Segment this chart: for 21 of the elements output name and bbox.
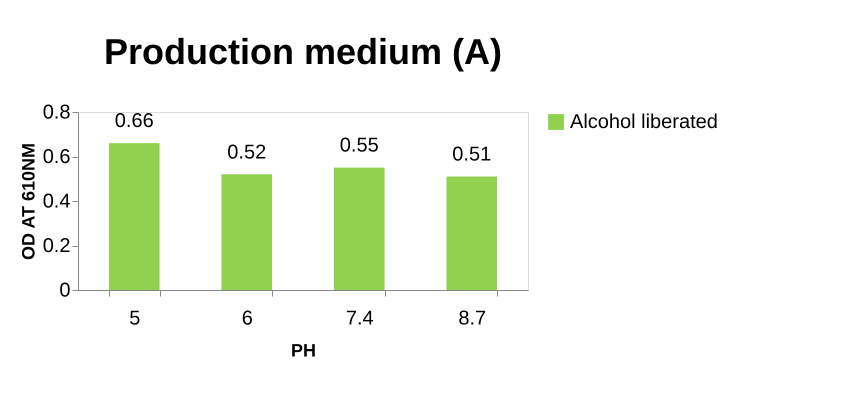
x-tick-label: 6: [242, 308, 253, 330]
y-tick-label: 0.6: [42, 146, 70, 168]
x-tick-label: 7.4: [346, 308, 374, 330]
chart-title: Production medium (A): [104, 31, 502, 72]
x-tick-label: 5: [129, 308, 140, 330]
bar: [108, 143, 160, 290]
data-label: 0.55: [340, 134, 379, 157]
x-tick-label: 8.7: [458, 308, 486, 330]
legend-label: Alcohol liberated: [570, 111, 718, 133]
y-tick-label: 0.8: [42, 102, 70, 124]
bar: [334, 168, 385, 290]
y-tick-label: 0.2: [42, 235, 70, 257]
y-tick-label: 0: [59, 280, 70, 302]
y-tick-label: 0.4: [42, 190, 70, 212]
bar: [446, 176, 498, 290]
y-axis-title: OD AT 610NM: [18, 142, 39, 260]
bar: [221, 174, 272, 290]
x-axis-title: PH: [290, 340, 316, 360]
data-label: 0.52: [227, 141, 266, 164]
data-label: 0.66: [114, 110, 154, 132]
data-label: 0.51: [452, 144, 492, 166]
